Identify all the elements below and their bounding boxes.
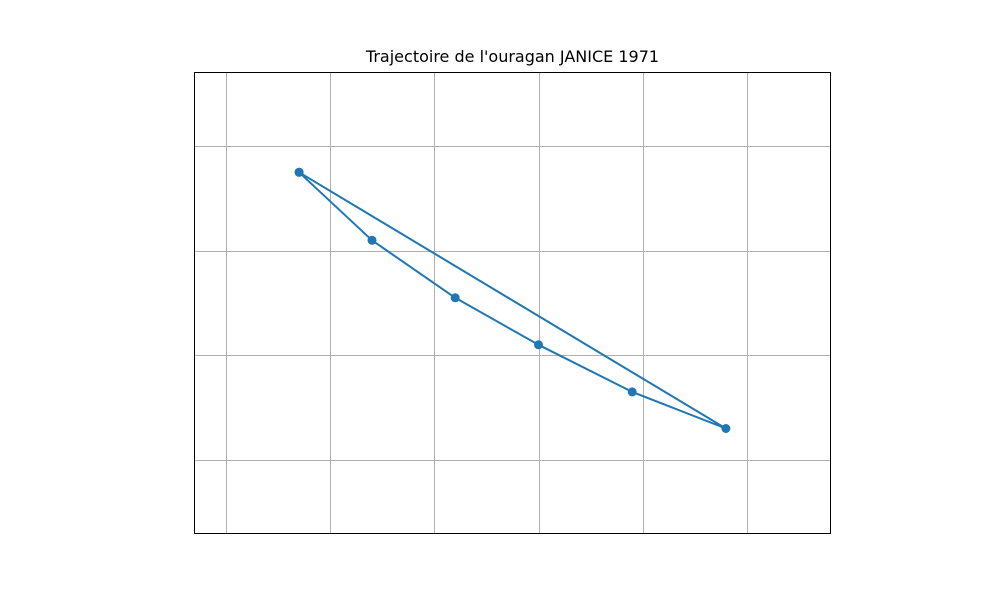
plot-frame	[194, 72, 831, 534]
track-point	[450, 293, 460, 303]
track-point	[627, 387, 637, 397]
track-point	[367, 235, 377, 245]
track-point	[721, 424, 731, 433]
track-line	[298, 171, 727, 430]
grid	[195, 73, 830, 533]
track-point	[294, 167, 304, 177]
track-point	[534, 340, 543, 350]
series-layer	[294, 167, 731, 433]
chart-title: Trajectoire de l'ouragan JANICE 1971	[365, 47, 660, 66]
